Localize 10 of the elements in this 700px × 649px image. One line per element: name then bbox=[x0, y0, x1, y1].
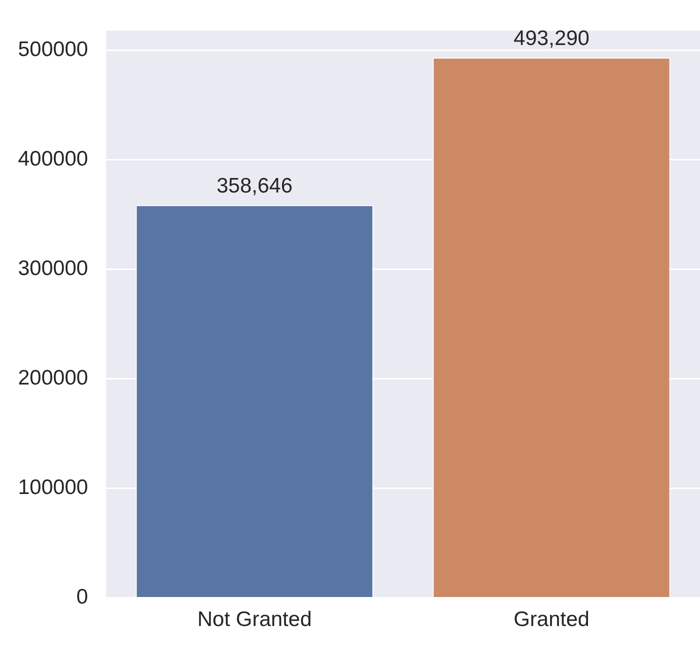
y-tick-label: 0 bbox=[76, 586, 88, 609]
y-tick-label: 200000 bbox=[18, 366, 88, 390]
y-tick-label: 500000 bbox=[18, 38, 88, 62]
y-tick-label: 400000 bbox=[18, 148, 88, 171]
x-tick-label: Not Granted bbox=[197, 608, 312, 632]
data-label: 493,290 bbox=[514, 26, 590, 50]
y-tick-label: 100000 bbox=[18, 476, 88, 500]
x-tick-label: Granted bbox=[514, 608, 590, 632]
y-tick-label: 300000 bbox=[18, 257, 88, 280]
data-label: 358,646 bbox=[216, 174, 293, 198]
